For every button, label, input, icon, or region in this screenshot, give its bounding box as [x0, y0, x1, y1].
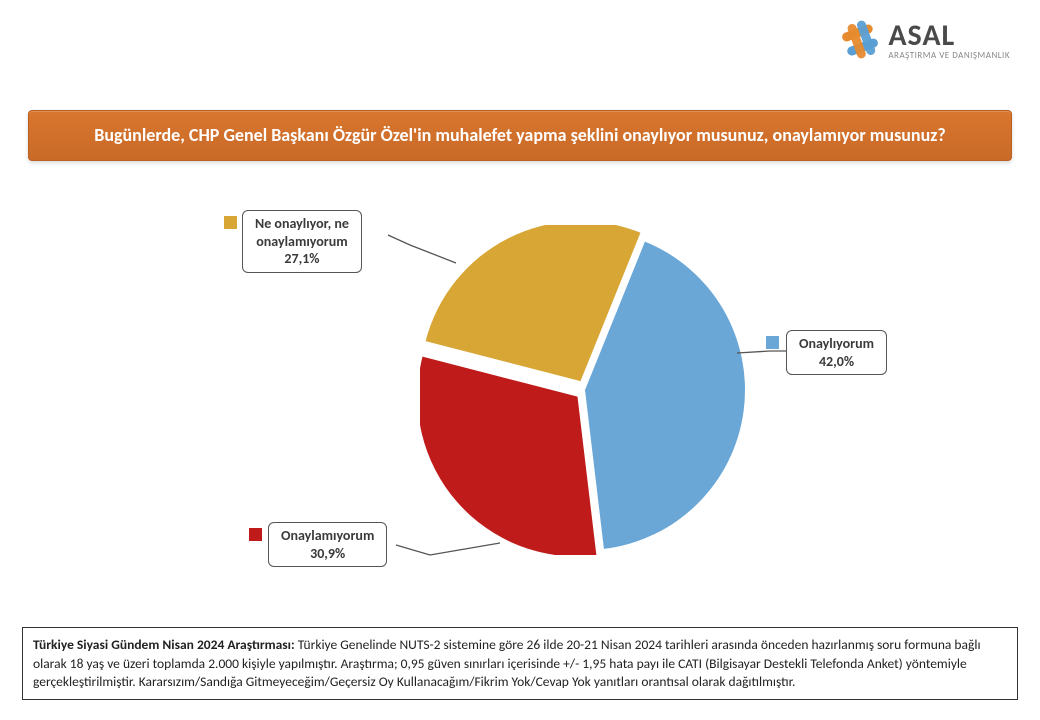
callout-neutral-l2: onaylamıyorum: [256, 233, 347, 250]
leader-lines: [0, 195, 1040, 605]
footer-bold: Türkiye Siyasi Gündem Nisan 2024 Araştır…: [33, 636, 295, 653]
legend-square-neutral: [224, 216, 237, 229]
callout-disapprove-pct: 30,9%: [281, 545, 374, 563]
brand-logo: ASAL ARAŞTIRMA VE DANIŞMANLIK: [838, 18, 1010, 62]
question-title: Bugünlerde, CHP Genel Başkanı Özgür Özel…: [28, 110, 1012, 161]
logo-subtitle: ARAŞTIRMA VE DANIŞMANLIK: [888, 51, 1010, 60]
callout-disapprove: Onaylamıyorum 30,9%: [268, 522, 387, 567]
legend-square-disapprove: [249, 528, 262, 541]
logo-icon: [838, 18, 882, 62]
callout-neutral-l1: Ne onaylıyor, ne: [255, 215, 349, 232]
callout-disapprove-label: Onaylamıyorum: [281, 527, 374, 544]
legend-square-approve: [766, 336, 779, 349]
callout-approve: Onaylıyorum 42,0%: [786, 330, 887, 375]
callout-neutral: Ne onaylıyor, ne onaylamıyorum 27,1%: [242, 210, 362, 273]
pie-chart: Onaylıyorum 42,0% Onaylamıyorum 30,9% Ne…: [0, 195, 1040, 605]
callout-neutral-pct: 27,1%: [255, 250, 349, 268]
callout-approve-pct: 42,0%: [799, 353, 874, 371]
methodology-footer: Türkiye Siyasi Gündem Nisan 2024 Araştır…: [22, 627, 1018, 700]
logo-name: ASAL: [888, 21, 1010, 51]
callout-approve-label: Onaylıyorum: [799, 335, 874, 352]
